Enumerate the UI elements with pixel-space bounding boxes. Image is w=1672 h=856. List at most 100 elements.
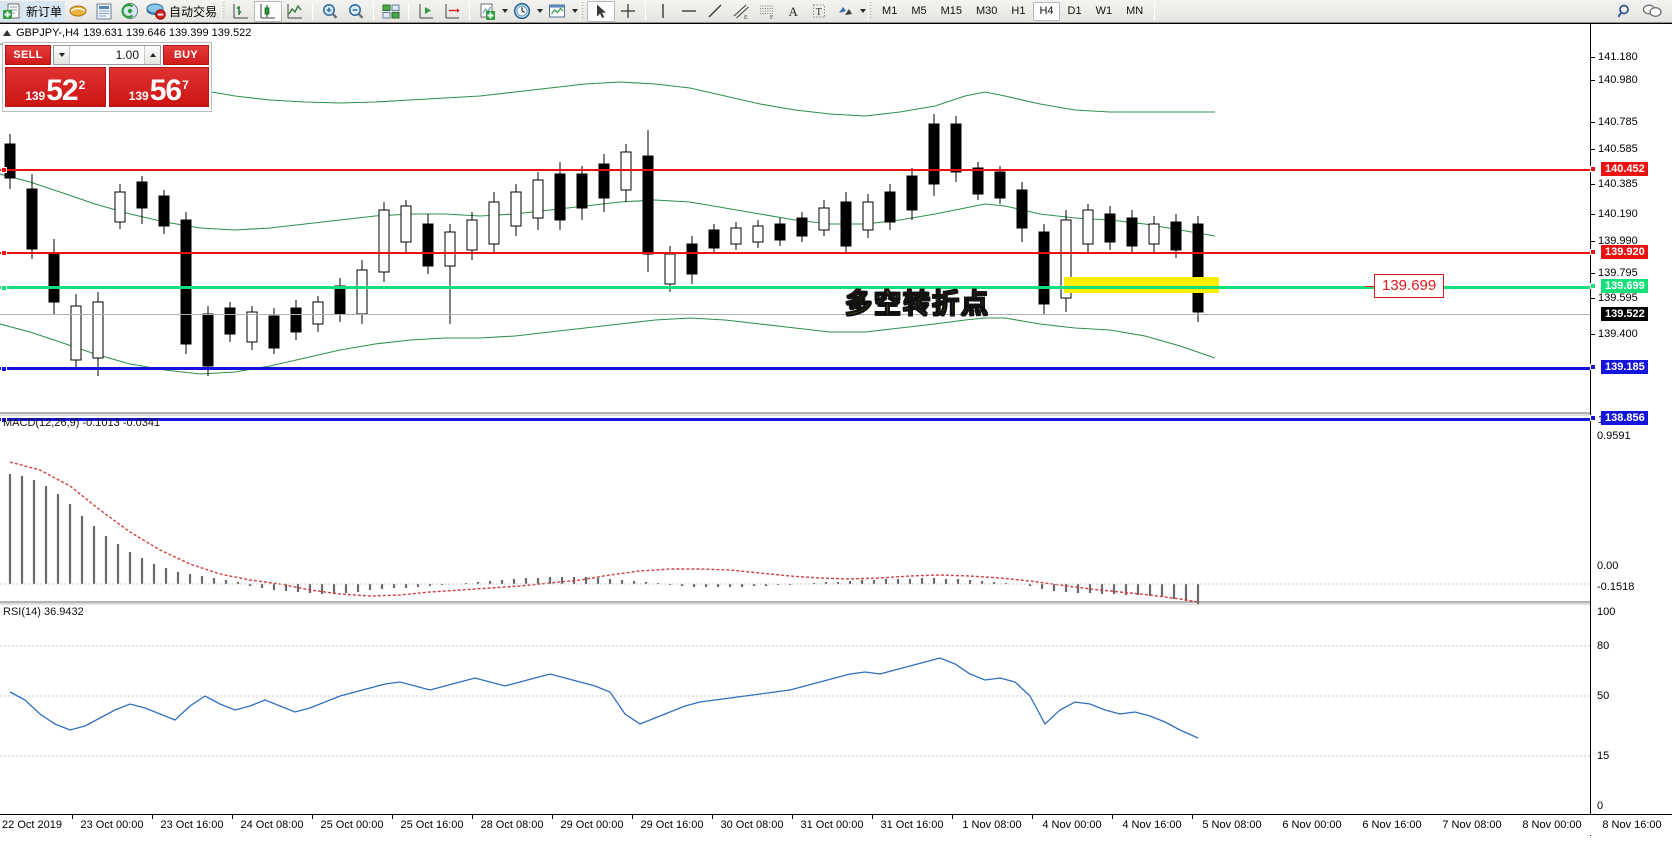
buy-price-display[interactable]: 139 56 7 bbox=[108, 67, 209, 107]
trendline-tool[interactable] bbox=[702, 1, 728, 22]
volume-input[interactable]: 1.00 bbox=[115, 48, 139, 62]
time-label: 6 Nov 00:00 bbox=[1282, 819, 1342, 831]
templates-dropdown-caret[interactable] bbox=[570, 2, 579, 20]
resistance-level-tag[interactable]: 140.452 bbox=[1601, 162, 1648, 176]
time-tick bbox=[472, 815, 473, 819]
crosshair-tool[interactable] bbox=[615, 1, 641, 22]
sell-price-display[interactable]: 139 52 2 bbox=[5, 67, 106, 107]
time-label: 23 Oct 16:00 bbox=[160, 819, 224, 831]
indicators-button[interactable] bbox=[474, 1, 500, 22]
toolbar-grip-2[interactable] bbox=[580, 2, 585, 20]
volume-stepper[interactable]: 1.00 bbox=[53, 45, 161, 65]
timeframe-w1[interactable]: W1 bbox=[1095, 5, 1113, 17]
price-label: 139.795 bbox=[1598, 267, 1638, 279]
macd-histogram bbox=[8, 474, 1200, 604]
timeframe-mn[interactable]: MN bbox=[1126, 5, 1144, 17]
indicators-dropdown-caret[interactable] bbox=[500, 2, 509, 20]
periods-dropdown-caret[interactable] bbox=[535, 2, 544, 20]
line-anchor-handle[interactable] bbox=[1, 167, 7, 173]
text-tool[interactable]: A bbox=[780, 1, 806, 22]
autotrading-label: 自动交易 bbox=[169, 4, 218, 19]
zoom-in-button[interactable] bbox=[317, 1, 343, 22]
templates-button[interactable] bbox=[544, 1, 570, 22]
time-tick bbox=[952, 815, 953, 819]
timeframe-d1[interactable]: D1 bbox=[1067, 5, 1082, 17]
chart-annotation-text[interactable]: 多空转折点 bbox=[845, 289, 990, 321]
candlestick-chart-button[interactable] bbox=[254, 0, 283, 22]
sell-button[interactable]: SELL bbox=[5, 45, 51, 65]
vertical-line-icon bbox=[653, 2, 673, 21]
chart-window[interactable]: 多空转折点 139.699 GBPJPY-,H4 139.631 139.646… bbox=[0, 23, 1672, 836]
timeframe-h1[interactable]: H1 bbox=[1011, 5, 1026, 17]
navigator-button[interactable] bbox=[91, 1, 117, 22]
tile-windows-button[interactable] bbox=[378, 1, 404, 22]
equidistant-channel-tool[interactable]: E bbox=[728, 1, 754, 22]
price-axis[interactable]: 141.180 140.980 140.785 140.585 140.385 … bbox=[1590, 24, 1672, 836]
support-line-138856[interactable] bbox=[0, 417, 1590, 423]
resistance-line-139920[interactable] bbox=[0, 250, 1590, 256]
one-click-trading-panel[interactable]: SELL 1.00 BUY 139 52 2 139 56 7 bbox=[2, 42, 212, 112]
add-indicator-icon bbox=[477, 2, 497, 21]
support-line-139185[interactable] bbox=[0, 366, 1590, 372]
timeframe-h4[interactable]: H4 bbox=[1033, 1, 1060, 21]
level-handle-139920[interactable] bbox=[1590, 249, 1596, 255]
chart-shift-button[interactable] bbox=[439, 1, 465, 22]
new-order-button[interactable]: 新订单 bbox=[0, 0, 66, 22]
rsi-indicator-label[interactable]: RSI(14) 36.9432 bbox=[3, 606, 84, 618]
shapes-tool[interactable] bbox=[832, 1, 858, 22]
level-handle-139699[interactable] bbox=[1590, 283, 1596, 289]
search-button[interactable] bbox=[1612, 1, 1638, 22]
pivot-level-tag[interactable]: 139.699 bbox=[1601, 279, 1648, 293]
label-tool[interactable]: T bbox=[806, 1, 832, 22]
line-anchor-handle[interactable] bbox=[1, 366, 7, 372]
time-label: 22 Oct 2019 bbox=[2, 819, 62, 831]
chat-button[interactable] bbox=[1638, 1, 1664, 22]
volume-decrease-button[interactable] bbox=[54, 46, 70, 64]
toolbar-grip[interactable] bbox=[221, 2, 226, 20]
expert-advisors-button[interactable] bbox=[65, 1, 91, 22]
level-handle-138856[interactable] bbox=[1590, 415, 1596, 421]
periods-button[interactable] bbox=[509, 1, 535, 22]
auto-scroll-button[interactable] bbox=[413, 1, 439, 22]
level-handle-139185[interactable] bbox=[1590, 364, 1596, 370]
price-callout-139699[interactable]: 139.699 bbox=[1364, 274, 1445, 298]
rsi-scale-15: 15 bbox=[1597, 750, 1610, 762]
time-label: 4 Nov 16:00 bbox=[1122, 819, 1182, 831]
support-level-tag-2[interactable]: 138.856 bbox=[1601, 411, 1648, 425]
time-axis[interactable]: 22 Oct 2019 23 Oct 00:00 23 Oct 16:00 24… bbox=[0, 814, 1672, 835]
chart-symbol-header: GBPJPY-,H4 139.631 139.646 139.399 139.5… bbox=[3, 27, 251, 39]
pivot-line-139699[interactable] bbox=[0, 285, 1590, 291]
timeframe-m1[interactable]: M1 bbox=[882, 5, 898, 17]
timeframe-m30[interactable]: M30 bbox=[976, 5, 998, 17]
line-chart-button[interactable] bbox=[282, 1, 308, 22]
autotrading-button[interactable]: 自动交易 bbox=[143, 1, 220, 22]
fibonacci-tool[interactable]: F bbox=[754, 1, 780, 22]
price-tick bbox=[1591, 214, 1595, 215]
toolbar-spacer bbox=[1159, 11, 1612, 12]
buy-button[interactable]: BUY bbox=[163, 45, 209, 65]
line-anchor-handle[interactable] bbox=[1, 417, 7, 423]
cursor-tool[interactable] bbox=[587, 0, 616, 22]
time-tick bbox=[152, 815, 153, 819]
timeframe-m15[interactable]: M15 bbox=[940, 5, 962, 17]
main-toolbar: 新订单 bbox=[0, 0, 1672, 23]
time-tick bbox=[312, 815, 313, 819]
time-tick bbox=[1112, 815, 1113, 819]
support-level-tag[interactable]: 139.185 bbox=[1601, 360, 1648, 374]
volume-increase-button[interactable] bbox=[144, 46, 160, 64]
signals-button[interactable] bbox=[117, 1, 143, 22]
zoom-out-button[interactable] bbox=[343, 1, 369, 22]
bar-chart-button[interactable] bbox=[228, 1, 254, 22]
resistance-level-tag-2[interactable]: 139.920 bbox=[1601, 245, 1648, 259]
timeframe-m5[interactable]: M5 bbox=[911, 5, 927, 17]
level-handle-140452[interactable] bbox=[1590, 166, 1596, 172]
toolbar-grip-3[interactable] bbox=[868, 2, 873, 20]
line-anchor-handle[interactable] bbox=[1, 285, 7, 291]
macd-indicator-label[interactable]: MACD(12,26,9) -0.1013 -0.0341 bbox=[3, 417, 161, 429]
shapes-dropdown-caret[interactable] bbox=[858, 2, 867, 20]
resistance-line-140452[interactable] bbox=[0, 167, 1590, 173]
collapse-triangle-icon[interactable] bbox=[3, 30, 11, 36]
line-anchor-handle[interactable] bbox=[1, 250, 7, 256]
horizontal-line-tool[interactable] bbox=[676, 1, 702, 22]
vertical-line-tool[interactable] bbox=[650, 1, 676, 22]
